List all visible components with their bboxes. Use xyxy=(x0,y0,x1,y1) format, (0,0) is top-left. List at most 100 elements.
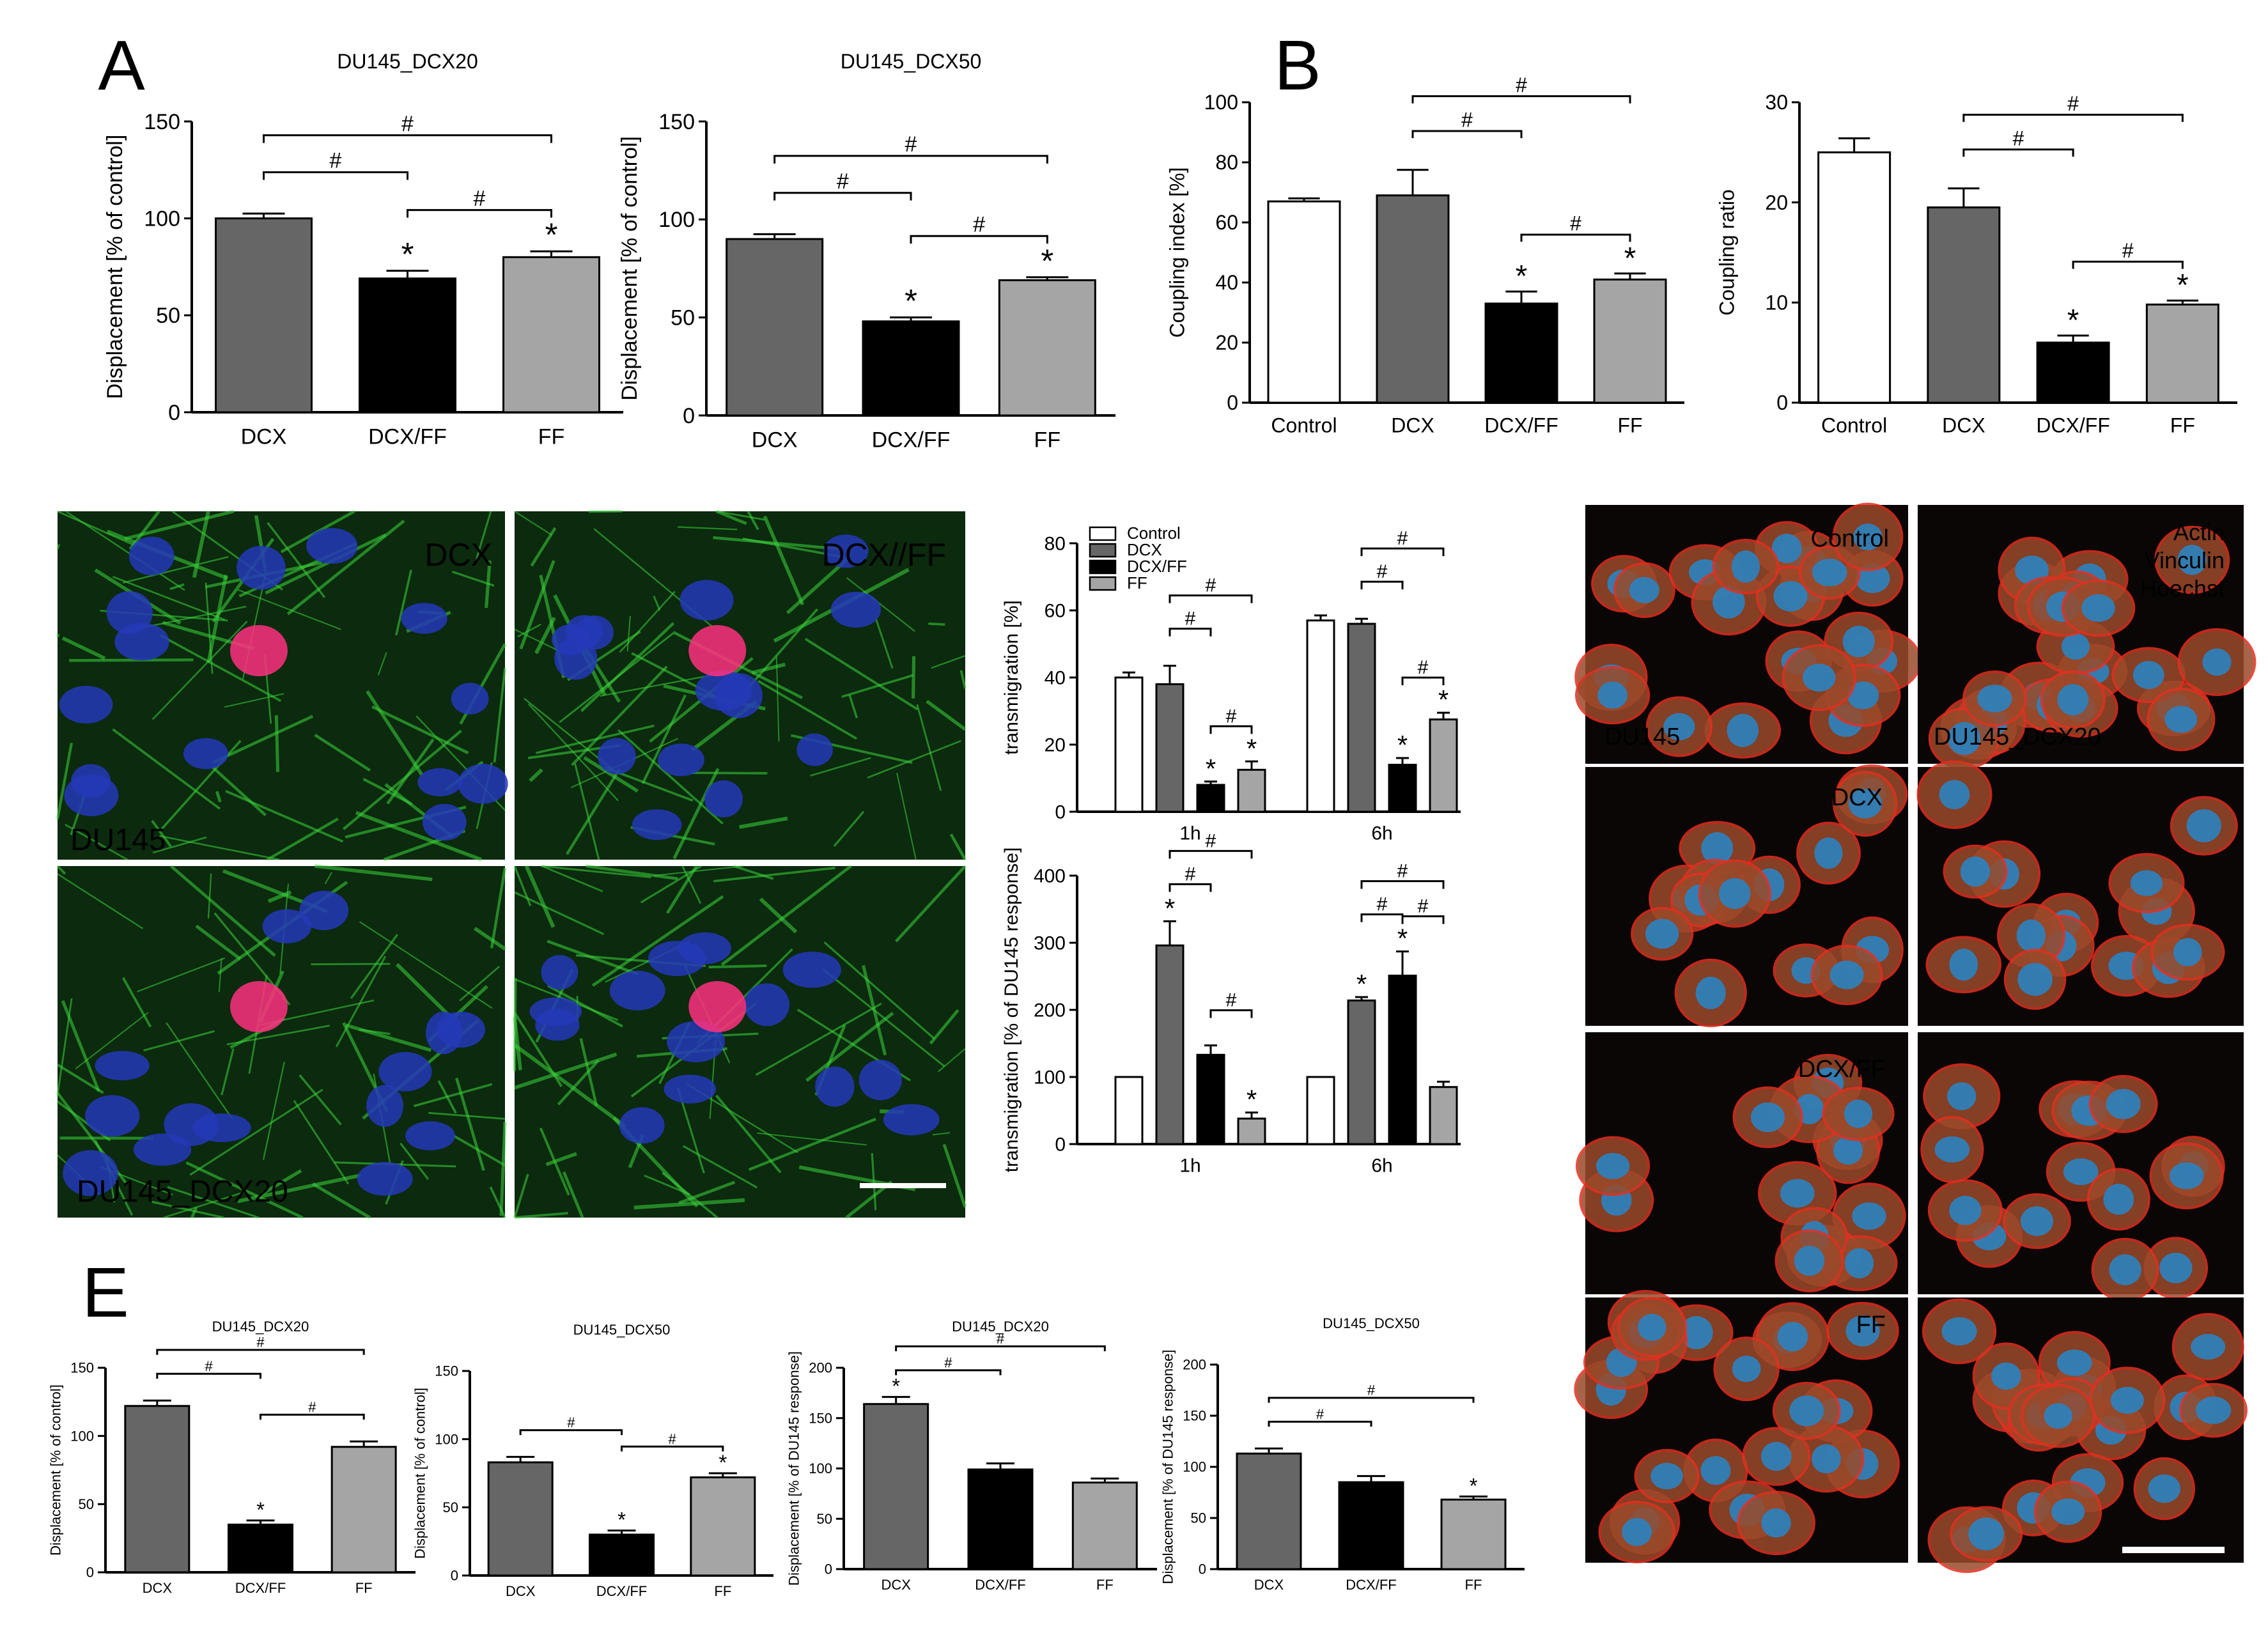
x-tick-label: DCX xyxy=(241,424,287,449)
actin-fiber xyxy=(152,836,207,854)
actin-fiber xyxy=(185,1161,304,1220)
nucleus xyxy=(2017,963,2053,996)
actin-fiber xyxy=(262,1062,285,1160)
actin-fiber xyxy=(677,526,738,530)
bar-FF-1h xyxy=(1237,1117,1266,1145)
y-tick-label: 50 xyxy=(817,1511,832,1527)
nucleus xyxy=(1761,1508,1791,1538)
nucleus xyxy=(2132,661,2164,690)
bracket-label: # xyxy=(973,212,985,236)
bar-DCX/FF xyxy=(1338,1481,1404,1570)
nucleus xyxy=(1939,780,1970,810)
significance-star: * xyxy=(1397,924,1408,954)
label-C-dcxff: DCX//FF xyxy=(822,537,946,573)
actin-fiber xyxy=(324,872,333,885)
y-tick-label: 100 xyxy=(1183,1459,1206,1475)
bracket-label: # xyxy=(1226,706,1237,727)
bracket-label: # xyxy=(1206,575,1216,596)
actin-fiber xyxy=(342,729,462,830)
bar-DCX-6h xyxy=(1347,999,1376,1145)
nucleus xyxy=(1852,1202,1886,1230)
bar-DCX xyxy=(863,1403,929,1570)
nucleus xyxy=(436,1011,485,1048)
significance-bracket xyxy=(1401,915,1445,924)
actin-fiber xyxy=(536,724,655,754)
significance-bracket xyxy=(1169,883,1212,892)
actin-fiber xyxy=(823,941,935,1040)
significance-star: * xyxy=(256,1498,265,1521)
y-tick-label: 10 xyxy=(1765,291,1788,314)
nucleus xyxy=(192,1113,251,1142)
nucleus xyxy=(401,603,447,634)
nucleus xyxy=(1638,1313,1666,1341)
nucleus xyxy=(744,983,789,1026)
actin-fiber xyxy=(513,1043,627,1128)
nucleus xyxy=(183,738,229,770)
actin-fiber xyxy=(545,1152,577,1166)
actin-fiber xyxy=(499,1122,507,1216)
bar-DCX/FF-6h xyxy=(1388,764,1417,813)
x-tick-label: DCX/FF xyxy=(975,1577,1025,1593)
actin-fiber xyxy=(56,998,73,1096)
actin-fiber xyxy=(524,865,555,928)
chart-title: DU145_DCX50 xyxy=(841,50,982,73)
actin-fiber xyxy=(513,1173,529,1218)
significance-bracket xyxy=(1360,913,1404,922)
nucleus xyxy=(306,528,358,564)
actin-fiber xyxy=(56,865,66,875)
actin-fiber xyxy=(490,867,507,949)
bracket-label: # xyxy=(1377,561,1388,582)
actin-fiber xyxy=(916,704,942,791)
significance-star: * xyxy=(905,283,917,319)
bracket-label: # xyxy=(567,1414,575,1430)
bar-DCX/FF xyxy=(967,1468,1034,1570)
y-tick-label: 100 xyxy=(658,208,695,232)
bar-DCX-1h xyxy=(1155,683,1184,813)
actin-fiber xyxy=(932,1132,951,1136)
actin-fiber xyxy=(267,522,326,598)
nucleus xyxy=(2061,633,2090,660)
x-tick-label: DCX xyxy=(143,1580,173,1596)
image-D-du145-row3 xyxy=(1574,1290,1908,1563)
bar-DCX xyxy=(1236,1452,1302,1570)
x-tick-label: DCX/FF xyxy=(1484,414,1558,437)
y-tick-label: 0 xyxy=(1055,1134,1066,1156)
y-tick-label: 150 xyxy=(144,110,180,134)
bar-FF xyxy=(502,256,600,414)
nucleus xyxy=(2159,1252,2193,1283)
y-axis-label: Displacement [% of control] xyxy=(617,136,642,401)
x-tick-label: FF xyxy=(355,1580,373,1596)
actin-fiber xyxy=(57,510,137,547)
image-C-dcx-du145 xyxy=(56,509,508,862)
nucleus xyxy=(1845,1315,1880,1347)
nucleus xyxy=(858,1060,902,1101)
actin-fiber xyxy=(833,810,865,848)
nucleus xyxy=(1803,663,1836,692)
significance-bracket xyxy=(263,171,408,180)
nucleus xyxy=(1946,1082,1977,1111)
significance-star: * xyxy=(1206,754,1216,784)
nucleus xyxy=(2173,938,2202,966)
nucleus xyxy=(1847,681,1879,709)
x-tick-label: Control xyxy=(1821,414,1887,437)
actin-fiber xyxy=(929,1009,959,1045)
actin-fiber xyxy=(413,1083,493,1108)
nucleus xyxy=(1771,533,1802,564)
actin-fiber xyxy=(160,634,282,702)
nucleus xyxy=(1812,1444,1841,1474)
actin-fiber xyxy=(170,865,276,957)
chart-A2: 0 50 100 150 Displacement [% of control] DU14… xyxy=(617,50,1115,452)
actin-fiber xyxy=(678,1181,736,1205)
actin-fiber xyxy=(848,694,858,718)
significance-star: * xyxy=(892,1374,900,1398)
bracket-label: # xyxy=(1516,74,1527,97)
x-tick-label: DCX/FF xyxy=(1346,1577,1396,1593)
nucleus xyxy=(1844,1248,1874,1279)
nucleus xyxy=(1645,918,1679,949)
y-axis-label: Coupling ratio xyxy=(1716,189,1739,315)
nucleus xyxy=(64,774,119,817)
nucleus xyxy=(2063,1158,2099,1186)
nucleus xyxy=(2051,1498,2085,1526)
nucleus xyxy=(1713,585,1745,619)
nucleus xyxy=(541,955,579,990)
